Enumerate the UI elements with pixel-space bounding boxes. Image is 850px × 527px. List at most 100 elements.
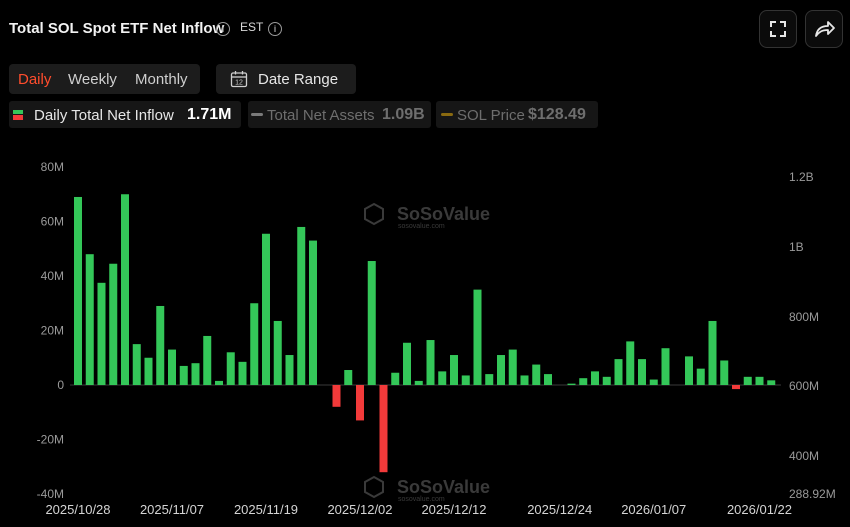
bar (168, 349, 176, 385)
x-tick-label: 2025/12/24 (527, 502, 592, 517)
bar (250, 303, 259, 385)
fullscreen-icon (770, 21, 786, 37)
period-tabs: Daily Weekly Monthly (9, 64, 200, 94)
bar (520, 375, 529, 385)
bar (743, 376, 752, 385)
watermark-logo-icon (364, 475, 384, 499)
tab-daily[interactable]: Daily (18, 71, 52, 88)
bar (356, 385, 364, 421)
bar (97, 282, 106, 385)
inflow-legend-icon (13, 110, 23, 120)
bar (614, 359, 623, 385)
bar (438, 371, 447, 385)
watermark-logo-icon (364, 202, 384, 226)
bar (649, 379, 658, 385)
bar (497, 355, 505, 385)
bar (591, 371, 599, 385)
watermark-site: sosovalue.com (398, 223, 445, 230)
bar (367, 261, 376, 385)
bar (379, 385, 388, 473)
y-left-tick: 20M (41, 324, 64, 338)
y-left-tick: 60M (41, 215, 64, 229)
x-tick-label: 2025/11/19 (234, 502, 298, 517)
x-tick-label: 2025/10/28 (45, 502, 110, 517)
bar (391, 372, 400, 385)
watermark-brand: SoSoValue (397, 477, 490, 497)
bar (755, 376, 764, 385)
bar (661, 348, 670, 385)
legend-value: 1.71M (187, 106, 232, 123)
bar (191, 363, 200, 385)
price-legend-icon (441, 113, 453, 116)
bar (132, 344, 141, 385)
bar (508, 349, 517, 385)
legend-value: $128.49 (528, 106, 586, 123)
net-inflow-chart: SoSoValuesosovalue.comSoSoValuesosovalue… (37, 160, 836, 517)
bar (226, 352, 235, 385)
watermarks: SoSoValuesosovalue.comSoSoValuesosovalue… (364, 202, 490, 503)
legend-label: Total Net Assets (267, 107, 375, 124)
bar (273, 320, 282, 385)
bar (685, 356, 693, 385)
bars (74, 194, 776, 473)
x-tick-label: 2025/12/12 (421, 502, 486, 517)
legend-item-total-net-assets[interactable]: Total Net Assets 1.09B (248, 101, 431, 128)
bar (579, 378, 588, 385)
tab-weekly[interactable]: Weekly (68, 71, 117, 88)
legend-item-sol-price[interactable]: SOL Price $128.49 (436, 101, 598, 128)
bar (720, 360, 729, 385)
y-axis-right: 1.2B 1B 800M 600M 400M 288.92M (789, 170, 836, 501)
bar (403, 342, 411, 385)
legend-value: 1.09B (382, 106, 425, 123)
date-range-button[interactable]: 12 Date Range (216, 64, 356, 94)
y-left-tick: -40M (37, 487, 64, 501)
timezone-label: EST (240, 20, 264, 34)
share-button[interactable] (805, 10, 843, 48)
calendar-icon: 12 (230, 71, 248, 88)
y-left-tick: 40M (41, 269, 64, 283)
bar (414, 380, 423, 385)
bar (144, 357, 153, 385)
x-axis: 2025/10/28 2025/11/07 2025/11/19 2025/12/02… (45, 502, 792, 517)
assets-legend-icon (251, 113, 263, 116)
watermark-site: sosovalue.com (398, 496, 445, 503)
bar (203, 335, 212, 385)
bar (238, 361, 247, 385)
timezone-info-icon[interactable]: i (268, 22, 282, 36)
bar (179, 365, 188, 385)
bar (708, 320, 717, 385)
bar (332, 385, 341, 407)
bar (121, 194, 129, 385)
bar (309, 240, 317, 385)
fullscreen-button[interactable] (759, 10, 797, 48)
x-tick-label: 2025/11/07 (140, 502, 204, 517)
y-axis-left: 80M 60M 40M 20M 0 -20M -40M (37, 160, 65, 501)
bar (696, 368, 705, 385)
y-right-tick: 800M (789, 310, 819, 324)
info-icon[interactable]: i (216, 22, 230, 36)
bar (285, 355, 294, 385)
bar (262, 233, 270, 385)
bar (473, 289, 482, 385)
legend-label: Daily Total Net Inflow (34, 107, 174, 124)
bar (74, 196, 82, 385)
calendar-icon-text: 12 (235, 80, 243, 87)
bar (426, 340, 435, 385)
y-right-tick: 600M (789, 379, 819, 393)
bar (567, 383, 576, 385)
y-left-tick: 80M (41, 160, 64, 174)
bar (156, 305, 165, 385)
bar (602, 376, 611, 385)
share-icon (815, 21, 835, 37)
bar (732, 385, 740, 390)
y-left-tick: -20M (37, 433, 64, 447)
bar (638, 359, 646, 385)
y-right-tick: 1B (789, 240, 804, 254)
date-range-label: Date Range (258, 71, 339, 88)
tab-monthly[interactable]: Monthly (135, 71, 188, 88)
bar (450, 355, 458, 385)
legend-item-net-inflow[interactable]: Daily Total Net Inflow 1.71M (9, 101, 241, 128)
bar (485, 374, 494, 385)
x-tick-label: 2026/01/22 (727, 502, 792, 517)
